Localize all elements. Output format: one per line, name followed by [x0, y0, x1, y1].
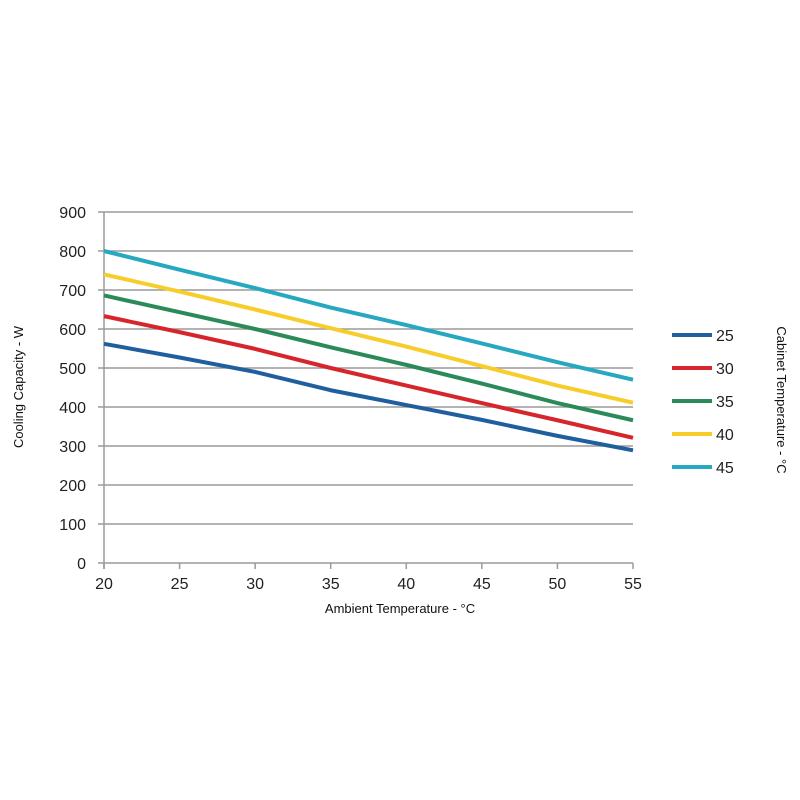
legend-label: 25 — [716, 328, 734, 345]
y-tick-label: 300 — [59, 439, 86, 456]
y-tick-label: 200 — [59, 478, 86, 495]
legend-label: 45 — [716, 460, 734, 477]
x-axis-title: Ambient Temperature - °C — [325, 601, 475, 616]
legend-title: Cabinet Temperature - °C — [774, 326, 789, 473]
x-tick-label: 35 — [322, 576, 340, 593]
x-tick-label: 30 — [246, 576, 264, 593]
y-tick-label: 600 — [59, 322, 86, 339]
series-line-40 — [103, 272, 634, 405]
y-axis-title: Cooling Capacity - W — [11, 325, 26, 448]
y-tick-label: 500 — [59, 361, 86, 378]
y-tick-label: 0 — [77, 556, 86, 573]
x-tick-label: 45 — [473, 576, 491, 593]
y-tick-label: 900 — [59, 205, 86, 222]
series-line-30 — [103, 314, 634, 440]
legend-label: 30 — [716, 361, 734, 378]
y-tick-label: 700 — [59, 283, 86, 300]
series-line-45 — [103, 249, 634, 382]
y-tick-label: 400 — [59, 400, 86, 417]
y-tick-label: 800 — [59, 244, 86, 261]
x-tick-label: 50 — [549, 576, 567, 593]
y-tick-label: 100 — [59, 517, 86, 534]
x-tick-label: 40 — [397, 576, 415, 593]
legend-label: 35 — [716, 394, 734, 411]
series-line-25 — [103, 341, 634, 453]
legend-label: 40 — [716, 427, 734, 444]
x-tick-label: 55 — [624, 576, 642, 593]
series-line-35 — [103, 293, 634, 423]
x-tick-label: 25 — [171, 576, 189, 593]
x-tick-label: 20 — [95, 576, 113, 593]
